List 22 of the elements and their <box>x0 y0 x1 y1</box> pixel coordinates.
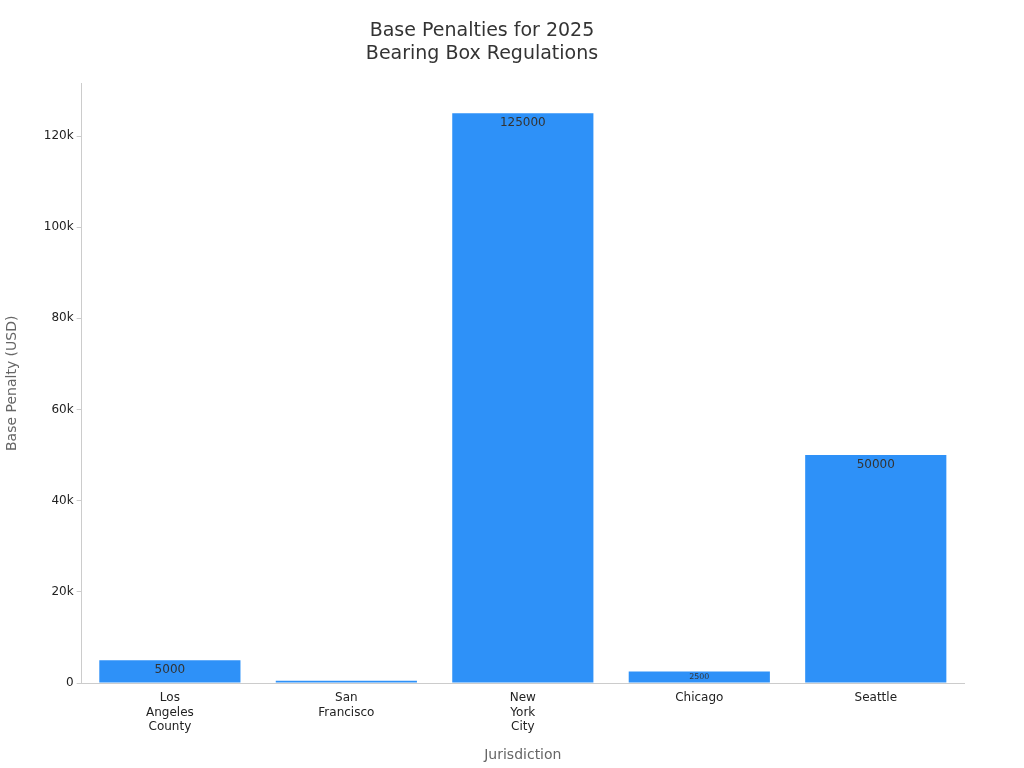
y-tick-label: 20k <box>51 583 74 598</box>
x-tick-label: San Francisco <box>318 690 375 719</box>
x-tick-label: New York City <box>509 690 537 734</box>
bar <box>628 671 770 683</box>
bar <box>99 660 241 683</box>
y-tick-label: 100k <box>43 219 74 234</box>
y-tick-label: 120k <box>43 128 74 143</box>
chart-title: Base Penalties for 2025 Bearing Box Regulations <box>365 18 599 64</box>
x-tick-label: Seattle <box>854 690 898 705</box>
data-label: 125000 <box>499 115 546 130</box>
bar <box>805 455 947 683</box>
bar <box>452 113 594 683</box>
y-tick-label: 40k <box>51 492 74 507</box>
data-label: 5000 <box>154 662 186 677</box>
x-axis-title: Jurisdiction <box>483 746 562 763</box>
y-axis-title: Base Penalty (USD) <box>3 315 20 452</box>
x-tick-label: Los Angeles County <box>145 690 194 734</box>
y-tick-label: 0 <box>66 675 74 690</box>
y-tick-label: 60k <box>51 401 74 416</box>
y-tick-label: 80k <box>51 310 74 325</box>
x-tick-label: Chicago <box>675 690 724 705</box>
data-label: 50000 <box>856 457 895 472</box>
